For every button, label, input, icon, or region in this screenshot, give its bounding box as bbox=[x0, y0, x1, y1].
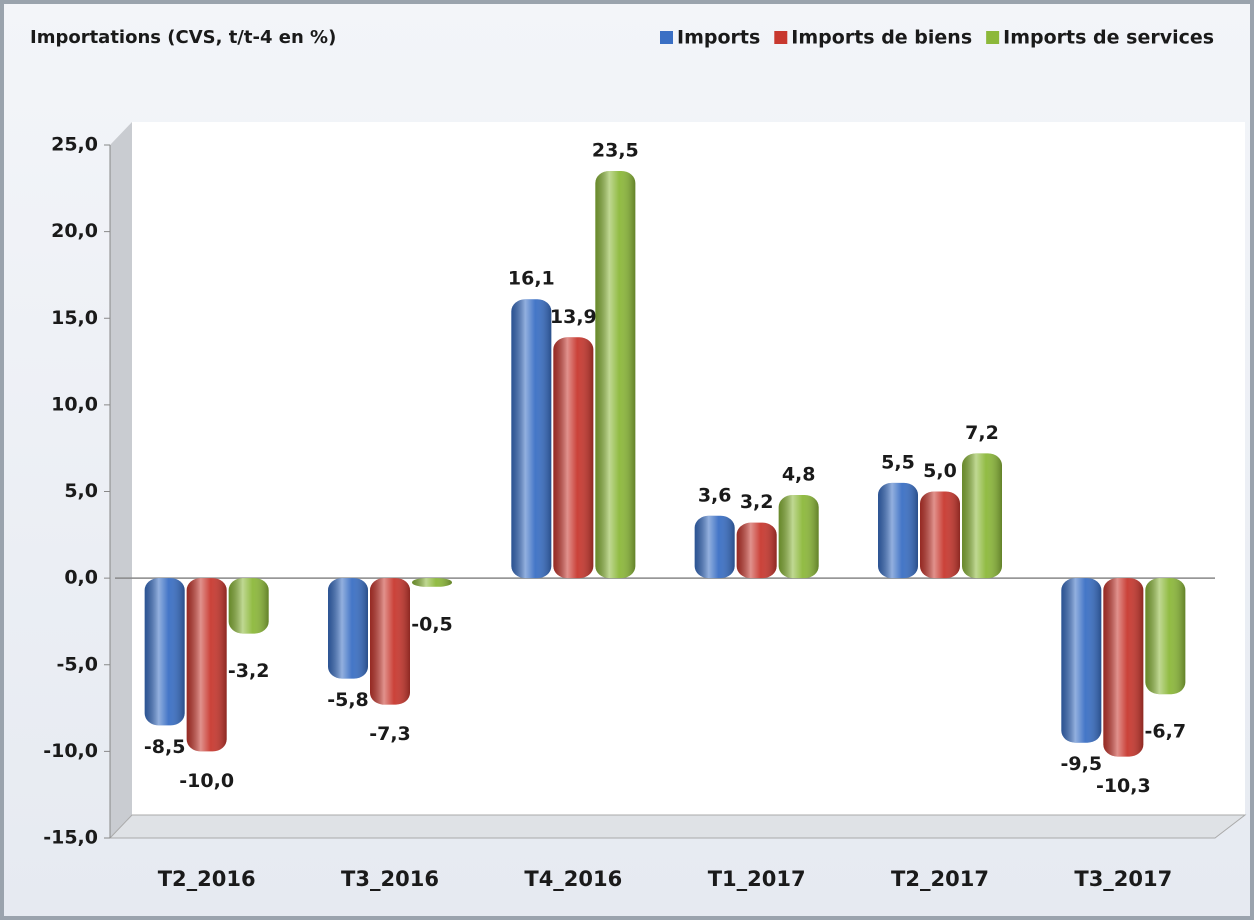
data-label: -8,5 bbox=[144, 736, 186, 758]
bar-shine bbox=[328, 578, 368, 679]
side-wall bbox=[110, 122, 132, 838]
bar-shine bbox=[370, 578, 410, 705]
chart-title: Importations (CVS, t/t-4 en %) bbox=[30, 27, 336, 48]
x-tick-label: T1_2017 bbox=[708, 867, 806, 891]
y-tick-label: 20,0 bbox=[51, 220, 98, 242]
data-label: 5,0 bbox=[923, 460, 957, 482]
bar-shine bbox=[144, 578, 185, 726]
y-tick-label: -15,0 bbox=[43, 827, 98, 849]
y-tick-label: 10,0 bbox=[51, 393, 98, 415]
x-tick-label: T2_2017 bbox=[891, 867, 989, 891]
bar-shine bbox=[778, 494, 819, 579]
data-label: 7,2 bbox=[965, 422, 999, 444]
bar-shine bbox=[736, 522, 777, 579]
data-label: -7,3 bbox=[369, 723, 411, 745]
legend-swatch bbox=[774, 31, 788, 44]
data-label: -0,5 bbox=[411, 613, 453, 635]
bar-shine bbox=[511, 299, 552, 579]
x-tick-label: T3_2016 bbox=[341, 867, 439, 891]
y-tick-label: -5,0 bbox=[56, 653, 98, 675]
bar-shine bbox=[962, 453, 1002, 579]
data-label: 4,8 bbox=[782, 463, 816, 485]
data-label: -6,7 bbox=[1145, 721, 1187, 743]
legend-label: Imports de biens bbox=[791, 27, 972, 49]
x-tick-label: T4_2016 bbox=[524, 867, 622, 891]
data-label: -9,5 bbox=[1061, 753, 1103, 775]
legend-swatch bbox=[986, 31, 1000, 44]
y-tick-label: -10,0 bbox=[43, 740, 98, 762]
bar-shine bbox=[920, 491, 960, 579]
bar-shine bbox=[186, 578, 227, 752]
legend-swatch bbox=[660, 31, 673, 44]
data-label: -10,3 bbox=[1096, 775, 1151, 797]
data-label: -3,2 bbox=[228, 660, 270, 682]
x-tick-label: T3_2017 bbox=[1074, 867, 1172, 891]
data-label: 23,5 bbox=[592, 139, 639, 161]
y-tick-label: 25,0 bbox=[51, 134, 98, 156]
data-label: 13,9 bbox=[550, 306, 597, 328]
data-label: 3,6 bbox=[698, 484, 732, 506]
legend-label: Imports bbox=[677, 27, 760, 49]
bar-shine bbox=[1061, 578, 1102, 743]
bar-shine bbox=[1145, 578, 1186, 695]
data-label: 5,5 bbox=[881, 451, 915, 473]
bar-shine bbox=[412, 578, 452, 587]
data-label: -10,0 bbox=[179, 770, 234, 792]
y-tick-label: 0,0 bbox=[64, 567, 98, 589]
bar-shine bbox=[694, 515, 735, 579]
data-label: 3,2 bbox=[740, 491, 774, 513]
bar-shine bbox=[228, 578, 269, 634]
bar-shine bbox=[878, 482, 918, 579]
floor bbox=[108, 814, 1247, 839]
data-label: 16,1 bbox=[508, 268, 555, 290]
x-tick-label: T2_2016 bbox=[158, 867, 256, 891]
legend-label: Imports de services bbox=[1003, 27, 1214, 49]
y-tick-label: 15,0 bbox=[51, 307, 98, 329]
bar-shine bbox=[1103, 578, 1144, 757]
bar-shine bbox=[595, 170, 636, 579]
y-tick-label: 5,0 bbox=[64, 480, 98, 502]
bar-shine bbox=[553, 337, 594, 579]
data-label: -5,8 bbox=[327, 689, 369, 711]
